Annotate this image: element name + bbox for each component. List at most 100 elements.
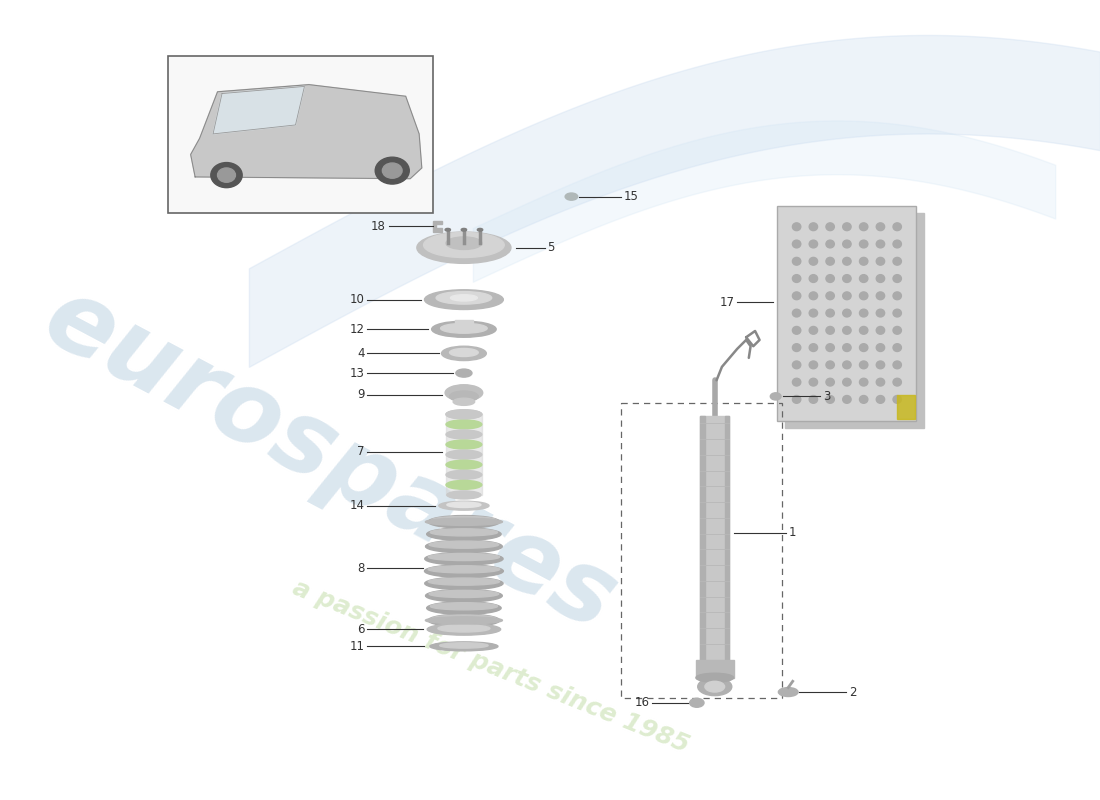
Ellipse shape [425,290,504,310]
Ellipse shape [877,309,884,317]
Ellipse shape [375,157,409,184]
Ellipse shape [859,395,868,403]
Text: 18: 18 [371,220,386,233]
Ellipse shape [431,615,496,622]
Text: 15: 15 [624,190,638,203]
Ellipse shape [893,223,901,230]
Text: 5: 5 [547,241,554,254]
Ellipse shape [696,674,734,682]
Ellipse shape [425,553,503,565]
Polygon shape [433,221,442,231]
Ellipse shape [446,410,482,418]
Ellipse shape [426,518,503,526]
Bar [701,416,729,667]
Ellipse shape [810,378,817,386]
Ellipse shape [779,687,799,697]
Ellipse shape [826,326,834,334]
Ellipse shape [792,274,801,282]
Ellipse shape [810,223,817,230]
Ellipse shape [461,229,466,231]
Text: 10: 10 [350,293,364,306]
Ellipse shape [446,420,482,429]
Text: 14: 14 [350,499,364,512]
Ellipse shape [843,274,851,282]
Ellipse shape [893,274,901,282]
Ellipse shape [792,326,801,334]
Ellipse shape [843,378,851,386]
Ellipse shape [877,395,884,403]
Ellipse shape [446,237,482,250]
Polygon shape [190,85,421,178]
Ellipse shape [446,440,482,449]
Ellipse shape [429,590,498,598]
Ellipse shape [441,346,486,361]
Ellipse shape [859,223,868,230]
Ellipse shape [843,223,851,230]
Text: 2: 2 [849,686,857,698]
Ellipse shape [826,378,834,386]
Polygon shape [213,86,305,134]
Text: 3: 3 [823,390,830,403]
Ellipse shape [810,309,817,317]
Ellipse shape [425,577,503,590]
Ellipse shape [792,309,801,317]
Ellipse shape [431,321,496,338]
Ellipse shape [426,590,503,602]
Ellipse shape [859,292,868,300]
Ellipse shape [426,617,503,624]
Ellipse shape [810,292,817,300]
Ellipse shape [810,240,817,248]
Ellipse shape [427,528,502,541]
Ellipse shape [446,410,482,418]
Ellipse shape [430,602,497,610]
Ellipse shape [893,292,901,300]
Ellipse shape [877,378,884,386]
Bar [446,414,482,495]
Ellipse shape [810,258,817,265]
Ellipse shape [877,274,884,282]
Ellipse shape [810,326,817,334]
Ellipse shape [893,395,901,403]
Ellipse shape [843,240,851,248]
Ellipse shape [792,378,801,386]
Bar [168,56,432,213]
Ellipse shape [810,274,817,282]
Ellipse shape [565,193,578,200]
Bar [784,213,924,428]
Ellipse shape [430,642,498,651]
Text: 11: 11 [350,640,364,653]
Ellipse shape [428,554,499,561]
Ellipse shape [859,274,868,282]
Ellipse shape [447,502,481,507]
Bar [896,395,914,418]
Ellipse shape [792,395,801,403]
Ellipse shape [826,309,834,317]
Ellipse shape [877,258,884,265]
Text: 7: 7 [358,446,364,458]
Ellipse shape [859,326,868,334]
Ellipse shape [450,391,478,402]
Ellipse shape [440,642,488,648]
Ellipse shape [893,361,901,369]
Ellipse shape [792,361,801,369]
Ellipse shape [446,385,483,401]
Ellipse shape [792,240,801,248]
Text: 6: 6 [358,623,364,636]
Bar [725,416,729,667]
Ellipse shape [792,292,801,300]
Ellipse shape [859,309,868,317]
Ellipse shape [877,240,884,248]
Ellipse shape [826,344,834,351]
Ellipse shape [859,361,868,369]
Ellipse shape [859,344,868,351]
Ellipse shape [843,326,851,334]
Ellipse shape [477,229,483,231]
Ellipse shape [792,258,801,265]
Ellipse shape [859,258,868,265]
Text: 16: 16 [635,696,649,710]
Ellipse shape [447,491,481,499]
Ellipse shape [893,326,901,334]
Ellipse shape [441,323,487,334]
Ellipse shape [859,240,868,248]
Bar [455,320,473,331]
